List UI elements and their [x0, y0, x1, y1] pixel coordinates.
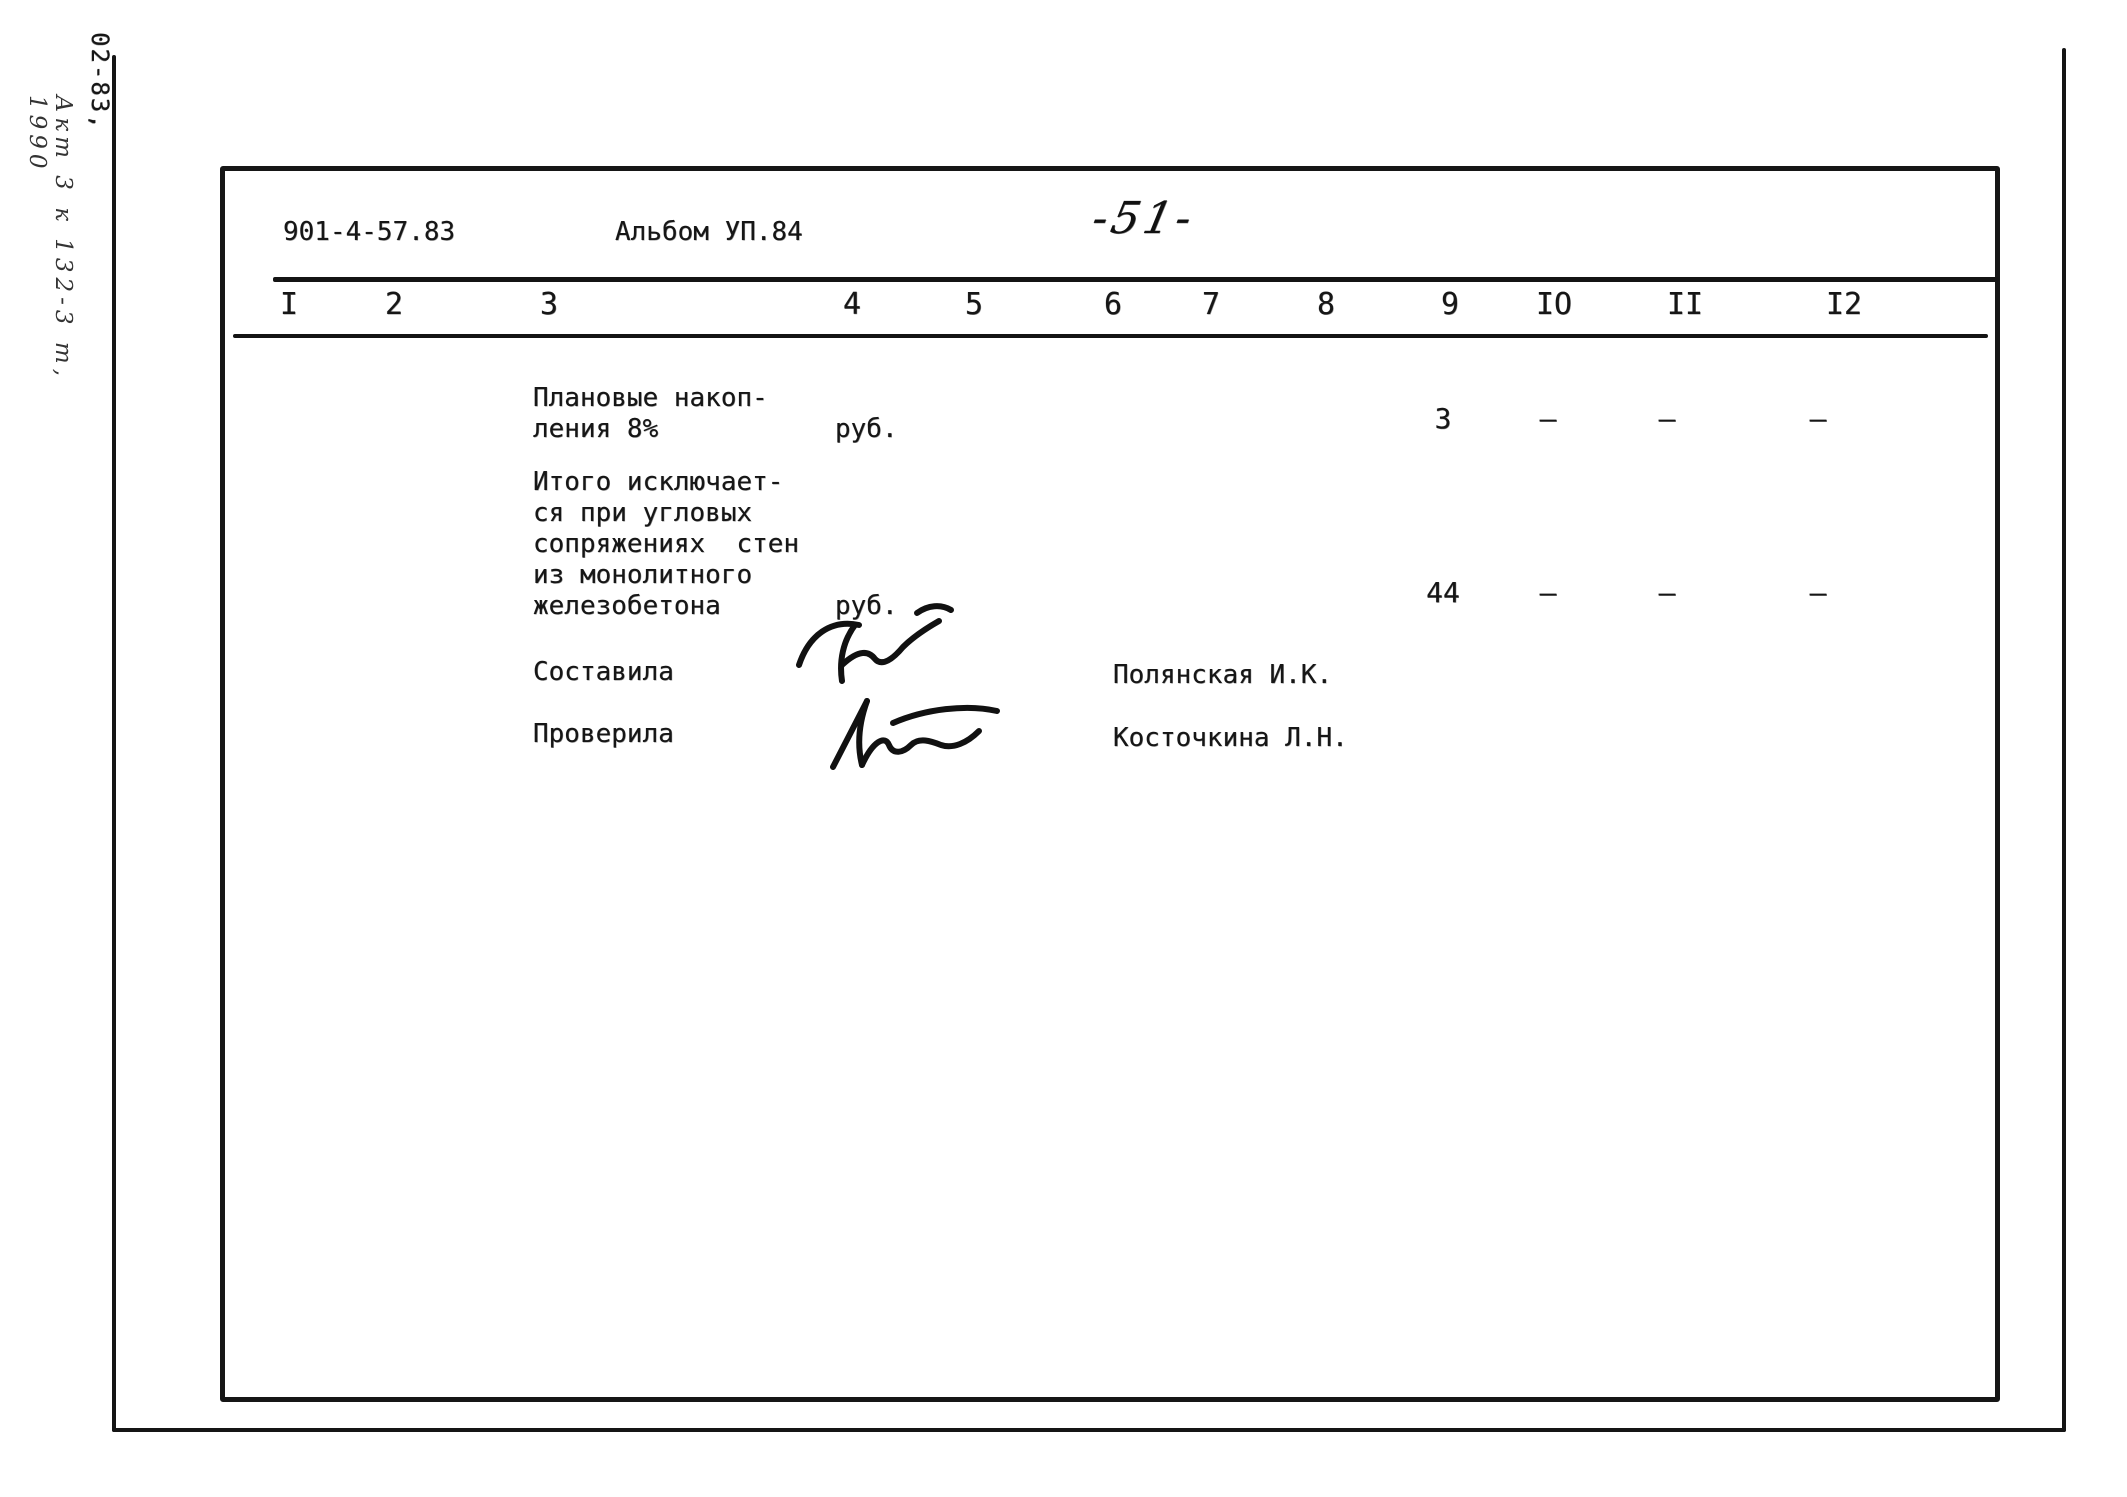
composed-by-label: Составила [533, 657, 674, 687]
column-header-1: I [279, 287, 299, 322]
table-cell-col9: 3 [1434, 402, 1452, 435]
table-header-top-rule [273, 277, 1999, 282]
row-description-line: сопряжениях стен [533, 529, 800, 559]
row-description-line: Плановые накоп- [533, 383, 768, 413]
column-header-6: 6 [1103, 287, 1123, 322]
column-header-3: 3 [539, 287, 559, 322]
column-header-4: 4 [842, 287, 862, 322]
outer-frame-right-line [2062, 48, 2066, 1432]
row-description-line: из монолитного [533, 560, 753, 590]
column-header-10: IO [1535, 287, 1573, 322]
column-header-12: I2 [1825, 287, 1863, 322]
table-header-bottom-rule [233, 334, 1988, 338]
column-header-2: 2 [384, 287, 404, 322]
margin-note-handwritten: Акт 3 к 132-3 т, 1990 [24, 95, 76, 382]
composed-by-name: Полянская И.К. [1113, 660, 1333, 690]
column-header-7: 7 [1201, 287, 1221, 322]
margin-stamp-code: 02-83, [86, 32, 114, 131]
document-code: 901-4-57.83 [283, 217, 456, 247]
composed-signature [796, 603, 954, 684]
table-cell-col10: – [1539, 576, 1557, 609]
row-unit: руб. [835, 591, 898, 621]
column-header-9: 9 [1440, 287, 1460, 322]
outer-frame-left-line [112, 55, 116, 1432]
table-cell-col9: 44 [1426, 576, 1460, 609]
album-title: Альбом УП.84 [615, 217, 803, 247]
row-description-line: ся при угловых [533, 498, 753, 528]
document-frame: 901-4-57.83 Альбом УП.84 -51- I 2 3 4 5 … [220, 166, 2000, 1402]
row-description-line: ления 8% [533, 414, 659, 444]
table-cell-col11: – [1658, 576, 1676, 609]
table-cell-col12: – [1809, 402, 1827, 435]
row-description-line: железобетона [533, 591, 721, 621]
column-header-5: 5 [964, 287, 984, 322]
checked-signature [830, 698, 1000, 770]
column-header-11: II [1666, 287, 1704, 322]
row-unit: руб. [835, 414, 898, 444]
column-header-8: 8 [1316, 287, 1336, 322]
checked-by-label: Проверила [533, 719, 674, 749]
table-cell-col12: – [1809, 576, 1827, 609]
checked-by-name: Косточкина Л.Н. [1113, 723, 1348, 753]
row-description-line: Итого исключает- [533, 467, 784, 497]
outer-frame-bottom-line [112, 1428, 2066, 1432]
page-number: -51- [1087, 193, 1201, 244]
table-cell-col11: – [1658, 402, 1676, 435]
table-cell-col10: – [1539, 402, 1557, 435]
